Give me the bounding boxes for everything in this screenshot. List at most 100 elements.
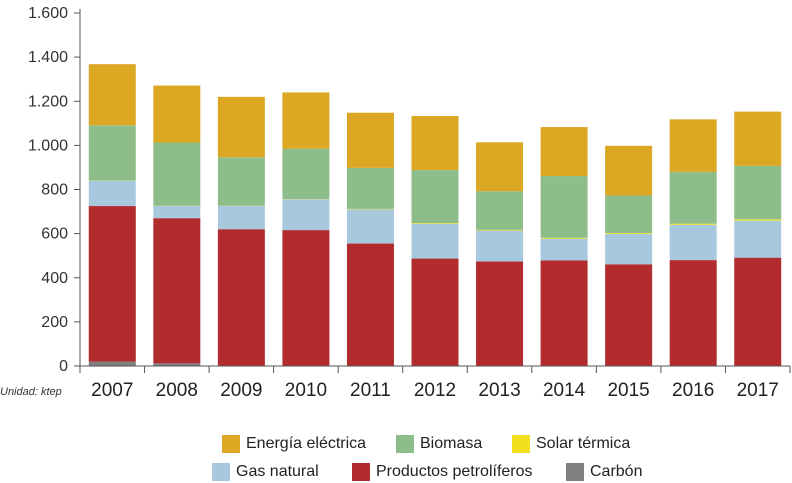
x-tick-label: 2017 bbox=[737, 380, 779, 401]
legend-row-1: Energía eléctrica Biomasa Solar térmica bbox=[222, 433, 630, 455]
legend-row-2: Gas natural Productos petrolíferos Carbó… bbox=[212, 461, 642, 483]
bar-segment-productos-petroliferos-2016 bbox=[670, 260, 717, 365]
bar-segment-carbon-2007 bbox=[89, 362, 136, 366]
bar-segment-solar-termica-2016 bbox=[670, 224, 717, 225]
bar-segment-biomasa-2010 bbox=[282, 149, 329, 199]
stacked-bar-chart: 0 200 400 600 800 1.000 1.200 1.400 1.600 2007 20… bbox=[0, 0, 792, 430]
bar-segment-gas-natural-2013 bbox=[476, 231, 523, 262]
bar-segment-productos-petroliferos-2017 bbox=[734, 258, 781, 366]
x-tick-label: 2008 bbox=[156, 380, 198, 401]
bar-segment-productos-petroliferos-2015 bbox=[605, 264, 652, 365]
bar-segment-biomasa-2016 bbox=[670, 172, 717, 224]
bar-segment-energia-electrica-2015 bbox=[605, 146, 652, 196]
x-tick-label: 2014 bbox=[543, 380, 586, 401]
legend-item-solar-termica: Solar térmica bbox=[512, 435, 630, 453]
bar-stack-2011 bbox=[347, 113, 394, 366]
bar-stack-2015 bbox=[605, 146, 652, 366]
y-tick-label: 0 bbox=[59, 358, 68, 375]
bar-segment-solar-termica-2014 bbox=[541, 238, 588, 239]
legend-item-gas-natural: Gas natural bbox=[212, 463, 352, 481]
bar-segment-productos-petroliferos-2012 bbox=[412, 259, 459, 366]
bar-segment-energia-electrica-2007 bbox=[89, 64, 136, 125]
y-axis: 0 200 400 600 800 1.000 1.200 1.400 1.600 bbox=[28, 5, 80, 375]
legend-label-carbon: Carbón bbox=[590, 463, 642, 481]
bar-segment-productos-petroliferos-2011 bbox=[347, 244, 394, 366]
bar-segment-gas-natural-2010 bbox=[282, 199, 329, 230]
x-tick-label: 2016 bbox=[672, 380, 714, 401]
legend-swatch-energia-electrica bbox=[222, 435, 240, 453]
bar-segment-biomasa-2008 bbox=[153, 143, 200, 206]
bar-stack-2008 bbox=[153, 86, 200, 366]
legend-label-productos-petroliferos: Productos petrolíferos bbox=[376, 463, 533, 481]
bar-segment-gas-natural-2011 bbox=[347, 209, 394, 243]
legend-label-solar-termica: Solar térmica bbox=[536, 435, 630, 453]
bar-stack-2013 bbox=[476, 142, 523, 366]
x-tick-label: 2009 bbox=[220, 380, 262, 401]
bar-segment-productos-petroliferos-2008 bbox=[153, 218, 200, 363]
bar-segment-biomasa-2017 bbox=[734, 166, 781, 219]
legend-item-productos-petroliferos: Productos petrolíferos bbox=[352, 463, 566, 481]
y-tick-label: 400 bbox=[41, 270, 68, 287]
x-tick-label: 2013 bbox=[478, 380, 520, 401]
y-tick-label: 1.600 bbox=[28, 5, 68, 22]
y-tick-label: 200 bbox=[41, 314, 68, 331]
unit-note: Unidad: ktep bbox=[0, 386, 62, 398]
bar-segment-energia-electrica-2008 bbox=[153, 86, 200, 143]
bar-segment-biomasa-2007 bbox=[89, 125, 136, 180]
x-tick-label: 2007 bbox=[91, 380, 133, 401]
legend-label-biomasa: Biomasa bbox=[420, 435, 482, 453]
bar-segment-productos-petroliferos-2007 bbox=[89, 206, 136, 362]
bar-segment-energia-electrica-2012 bbox=[412, 116, 459, 170]
legend-swatch-solar-termica bbox=[512, 435, 530, 453]
bar-stack-2009 bbox=[218, 97, 265, 366]
bar-segment-energia-electrica-2016 bbox=[670, 119, 717, 172]
y-tick-label: 1.200 bbox=[28, 93, 68, 110]
bar-segment-biomasa-2013 bbox=[476, 191, 523, 230]
bar-stack-2010 bbox=[282, 92, 329, 366]
bar-segment-energia-electrica-2011 bbox=[347, 113, 394, 168]
bar-segment-gas-natural-2012 bbox=[412, 224, 459, 259]
bar-segment-productos-petroliferos-2013 bbox=[476, 261, 523, 365]
x-tick-label: 2015 bbox=[607, 380, 649, 401]
bar-segment-biomasa-2009 bbox=[218, 157, 265, 206]
bar-stack-2007 bbox=[89, 64, 136, 366]
bar-segment-biomasa-2014 bbox=[541, 176, 588, 238]
bar-segment-energia-electrica-2013 bbox=[476, 142, 523, 191]
legend-swatch-productos-petroliferos bbox=[352, 463, 370, 481]
legend-swatch-gas-natural bbox=[212, 463, 230, 481]
bar-segment-biomasa-2015 bbox=[605, 195, 652, 233]
bar-segment-gas-natural-2016 bbox=[670, 225, 717, 260]
bar-segment-energia-electrica-2009 bbox=[218, 97, 265, 157]
y-tick-label: 1.000 bbox=[28, 137, 68, 154]
legend-swatch-carbon bbox=[566, 463, 584, 481]
y-tick-label: 1.400 bbox=[28, 49, 68, 66]
bar-segment-solar-termica-2017 bbox=[734, 219, 781, 220]
legend-label-energia-electrica: Energía eléctrica bbox=[246, 435, 366, 453]
bar-segment-biomasa-2011 bbox=[347, 168, 394, 209]
bar-stack-2014 bbox=[541, 127, 588, 366]
bar-segment-gas-natural-2014 bbox=[541, 239, 588, 261]
bar-segment-gas-natural-2017 bbox=[734, 221, 781, 258]
bar-segment-productos-petroliferos-2009 bbox=[218, 229, 265, 365]
y-tick-label: 600 bbox=[41, 226, 68, 243]
bar-segment-productos-petroliferos-2014 bbox=[541, 260, 588, 365]
legend-swatch-biomasa bbox=[396, 435, 414, 453]
bar-segment-gas-natural-2008 bbox=[153, 206, 200, 218]
bar-stack-2016 bbox=[670, 119, 717, 366]
bar-segment-solar-termica-2012 bbox=[412, 223, 459, 224]
legend-item-biomasa: Biomasa bbox=[396, 435, 512, 453]
bar-stack-2017 bbox=[734, 112, 781, 366]
x-tick-label: 2011 bbox=[350, 380, 391, 401]
x-tick-label: 2010 bbox=[285, 380, 327, 401]
bar-segment-solar-termica-2015 bbox=[605, 233, 652, 234]
bar-segment-productos-petroliferos-2010 bbox=[282, 230, 329, 365]
y-tick-label: 800 bbox=[41, 182, 68, 199]
legend-item-energia-electrica: Energía eléctrica bbox=[222, 435, 396, 453]
legend-label-gas-natural: Gas natural bbox=[236, 463, 319, 481]
bar-segment-gas-natural-2015 bbox=[605, 234, 652, 264]
bar-segment-energia-electrica-2010 bbox=[282, 92, 329, 148]
bar-segment-gas-natural-2009 bbox=[218, 206, 265, 229]
bar-segment-solar-termica-2013 bbox=[476, 230, 523, 231]
bars bbox=[89, 64, 781, 366]
bar-segment-energia-electrica-2014 bbox=[541, 127, 588, 176]
